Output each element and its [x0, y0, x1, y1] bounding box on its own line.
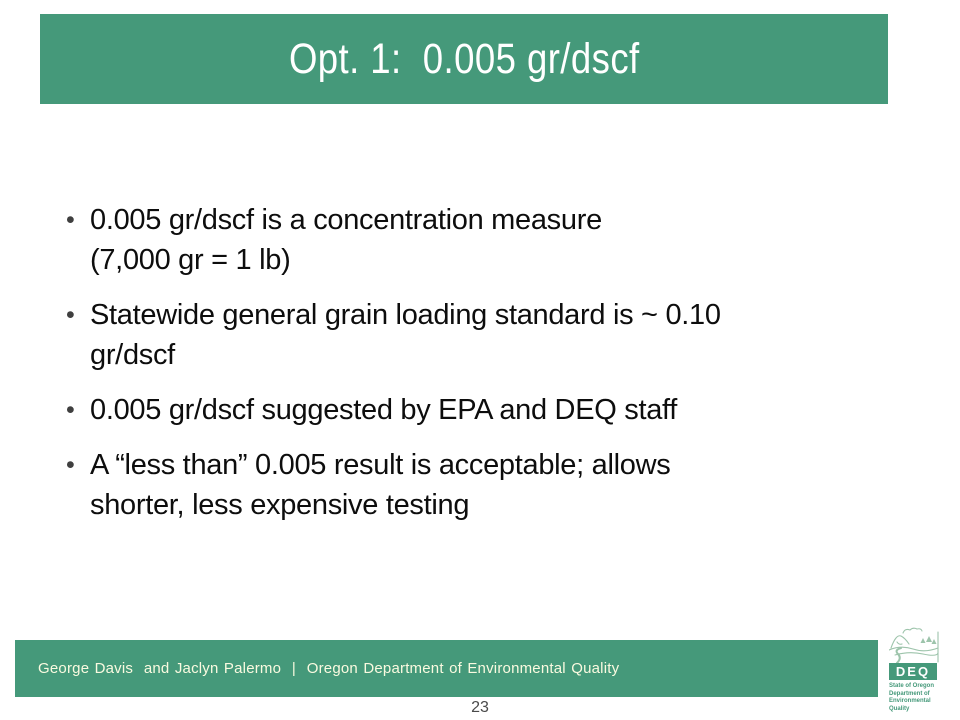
deq-caption-line-1: State of Oregon — [889, 683, 935, 689]
bullet-4-line-1: A “less than” 0.005 result is acceptable… — [90, 449, 671, 481]
bullet-dot-icon: • — [66, 206, 75, 234]
slide-title: Opt. 1: 0.005 gr/dscf — [288, 34, 640, 83]
deq-caption-line-4: Quality — [889, 705, 910, 712]
bullet-dot-icon: • — [66, 396, 75, 424]
deq-logo: DEQ State of Oregon Department of Enviro… — [889, 626, 941, 713]
deq-logo-caption: State of Oregon Department of Environmen… — [889, 683, 941, 713]
bullet-1-line-2: (7,000 gr = 1 lb) — [90, 244, 291, 276]
bullet-3-line-1: 0.005 gr/dscf suggested by EPA and DEQ s… — [90, 394, 678, 426]
bullet-2-line-1: Statewide general grain loading standard… — [90, 299, 721, 331]
bullet-list: • 0.005 gr/dscf is a concentration measu… — [66, 200, 876, 525]
bullet-item-1: • 0.005 gr/dscf is a concentration measu… — [66, 200, 876, 280]
bullet-item-3: • 0.005 gr/dscf suggested by EPA and DEQ… — [66, 390, 876, 430]
deq-caption-line-2: Department of — [889, 690, 930, 697]
bullet-2-line-2: gr/dscf — [90, 339, 175, 371]
page-number: 23 — [471, 699, 489, 716]
bullet-4-line-2: shorter, less expensive testing — [90, 489, 470, 521]
slide-body: • 0.005 gr/dscf is a concentration measu… — [66, 200, 876, 540]
slide-title-bar: Opt. 1: 0.005 gr/dscf — [40, 14, 888, 104]
bullet-1-line-1: 0.005 gr/dscf is a concentration measure — [90, 204, 602, 236]
bullet-item-4: • A “less than” 0.005 result is acceptab… — [66, 445, 876, 525]
bullet-dot-icon: • — [66, 301, 75, 329]
footer-bar: George Davis and Jaclyn Palermo | Oregon… — [15, 640, 878, 697]
bullet-dot-icon: • — [66, 451, 75, 479]
deq-landscape-icon — [889, 627, 939, 663]
footer-credit: George Davis and Jaclyn Palermo | Oregon… — [38, 660, 620, 677]
deq-caption-line-3: Environmental — [889, 698, 931, 704]
deq-logo-acronym: DEQ — [889, 663, 937, 680]
bullet-item-2: • Statewide general grain loading standa… — [66, 295, 876, 375]
